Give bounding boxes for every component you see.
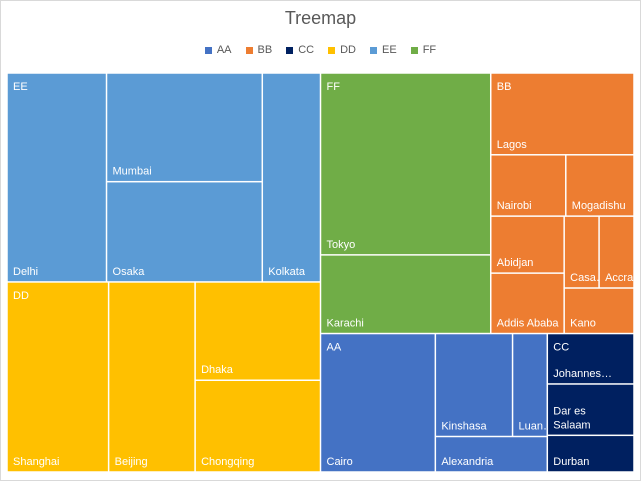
legend-swatch — [286, 46, 294, 54]
legend-item-bb: BB — [245, 44, 273, 56]
legend: AA BB CC DD EE FF — [0, 44, 641, 56]
legend-label: CC — [298, 44, 315, 56]
legend-item-cc: CC — [286, 44, 314, 56]
tile-label-tokyo: Tokyo — [327, 239, 356, 251]
tile-label-dhaka: Dhaka — [201, 364, 234, 376]
tile-label-beijing: Beijing — [115, 456, 148, 468]
tile-label-mogadishu: Mogadishu — [572, 200, 626, 212]
tile-label-delhi: Delhi — [13, 266, 38, 278]
tile-label-dar-es-salaam: Dar es Salaam — [553, 405, 590, 431]
tile-label-nairobi: Nairobi — [497, 200, 532, 212]
group-label-cc: CC — [553, 342, 569, 354]
group-label-ee: EE — [13, 81, 28, 93]
legend-swatch — [328, 46, 336, 54]
legend-label: BB — [257, 44, 273, 56]
tile-mumbai — [107, 73, 262, 181]
tile-kano — [564, 288, 634, 333]
tile-nairobi — [491, 155, 566, 216]
tile-dhaka — [195, 282, 320, 380]
tile-casa — [564, 216, 599, 288]
tile-durban — [548, 436, 634, 472]
tile-accra — [599, 216, 634, 288]
tile-alexandria — [436, 437, 547, 472]
tile-label-chongqing: Chongqing — [201, 456, 254, 468]
tile-label-mumbai: Mumbai — [113, 166, 152, 178]
tile-tokyo — [321, 73, 490, 255]
tile-mogadishu — [566, 155, 634, 216]
tile-osaka — [107, 182, 262, 282]
tile-chongqing — [195, 381, 320, 472]
group-label-dd: DD — [13, 290, 29, 302]
tile-label-johannes: Johannes… — [553, 368, 612, 380]
tile-abidjan — [491, 216, 564, 273]
tile-label-kano: Kano — [570, 318, 596, 330]
legend-item-aa: AA — [204, 44, 232, 56]
tile-luan — [513, 334, 547, 436]
legend-swatch — [370, 46, 377, 54]
tile-label-kolkata: Kolkata — [268, 266, 306, 278]
tile-label-alexandria: Alexandria — [441, 456, 494, 468]
tile-label-addis-ababa: Addis Ababa — [497, 318, 560, 330]
legend-label: AA — [216, 44, 232, 56]
tile-addis-ababa — [491, 273, 564, 333]
legend-label: DD — [340, 44, 356, 56]
legend-swatch — [410, 46, 418, 54]
tile-lagos — [491, 73, 634, 155]
tile-label-kinshasa: Kinshasa — [441, 420, 487, 432]
legend-label: EE — [382, 44, 397, 56]
tile-label-cairo: Cairo — [327, 456, 353, 468]
tile-kinshasa — [436, 334, 512, 436]
legend-item-ee: EE — [370, 44, 397, 56]
legend-swatch — [204, 46, 212, 54]
group-label-aa: AA — [327, 342, 342, 354]
tile-shanghai — [7, 282, 108, 472]
chart-title: Treemap — [284, 8, 357, 28]
tile-label-luan: Luan… — [519, 420, 554, 432]
tile-label-osaka: Osaka — [113, 266, 146, 278]
tile-johannes — [548, 334, 634, 384]
tile-label-casa: Casa… — [570, 272, 607, 284]
tile-label-abidjan: Abidjan — [497, 257, 534, 269]
tile-delhi — [7, 73, 106, 282]
tile-label-karachi: Karachi — [327, 318, 364, 330]
tile-label-accra: Accra — [605, 272, 634, 284]
tile-label-shanghai: Shanghai — [13, 456, 60, 468]
group-label-ff: FF — [327, 81, 341, 93]
tile-dar-es-salaam — [548, 384, 634, 435]
group-label-bb: BB — [497, 81, 512, 93]
tile-cairo — [321, 334, 435, 472]
legend-swatch — [245, 46, 253, 54]
tile-beijing — [109, 282, 195, 472]
legend-item-dd: DD — [328, 44, 356, 56]
tile-label-lagos: Lagos — [497, 139, 527, 151]
tile-karachi — [321, 255, 490, 333]
legend-label: FF — [422, 44, 437, 56]
tile-label-durban: Durban — [553, 456, 589, 468]
tile-kolkata — [263, 73, 320, 282]
legend-item-ff: FF — [410, 44, 437, 56]
